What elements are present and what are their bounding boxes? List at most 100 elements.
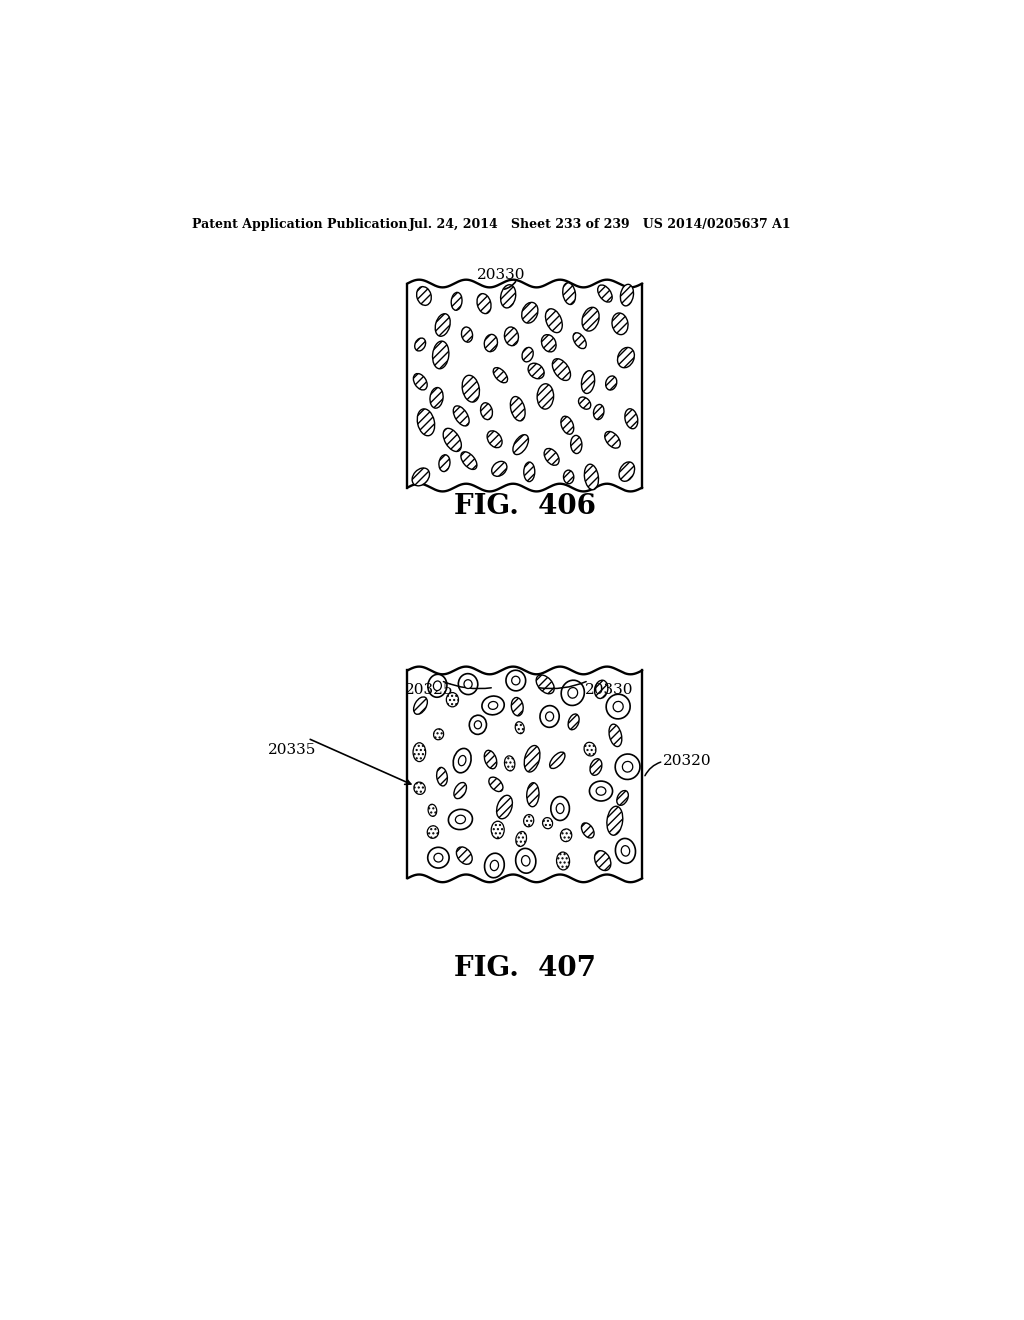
Ellipse shape [616,791,629,805]
Ellipse shape [433,681,441,690]
Ellipse shape [510,396,525,421]
Ellipse shape [484,853,504,878]
Text: FIG.  406: FIG. 406 [454,492,596,520]
Ellipse shape [443,428,462,451]
Ellipse shape [417,286,431,305]
Ellipse shape [414,374,427,389]
Ellipse shape [561,680,585,705]
Ellipse shape [464,680,472,689]
Ellipse shape [488,701,498,709]
Ellipse shape [459,755,466,766]
Ellipse shape [516,849,536,873]
Ellipse shape [551,796,569,821]
Ellipse shape [613,701,624,711]
Ellipse shape [521,302,538,323]
Ellipse shape [505,327,518,346]
Ellipse shape [568,714,580,730]
Ellipse shape [606,694,630,719]
Ellipse shape [563,470,573,483]
Ellipse shape [434,853,443,862]
Ellipse shape [484,750,497,768]
Ellipse shape [561,416,573,434]
Ellipse shape [452,293,462,310]
Ellipse shape [556,804,564,813]
Ellipse shape [615,838,636,863]
Ellipse shape [552,359,570,380]
Ellipse shape [492,821,504,838]
Ellipse shape [526,783,539,807]
Text: 20325: 20325 [406,682,454,697]
Text: FIG.  407: FIG. 407 [454,954,596,982]
Ellipse shape [497,795,512,818]
Ellipse shape [435,314,451,337]
Ellipse shape [461,451,477,470]
Text: 20330: 20330 [477,268,525,282]
Ellipse shape [573,333,586,348]
Ellipse shape [598,285,612,302]
Ellipse shape [505,756,515,771]
Ellipse shape [454,405,469,426]
Ellipse shape [546,711,554,721]
Text: Patent Application Publication: Patent Application Publication [193,218,408,231]
Ellipse shape [584,742,596,756]
Ellipse shape [477,293,492,314]
Ellipse shape [543,817,553,829]
Ellipse shape [474,721,481,729]
Ellipse shape [432,341,449,368]
Ellipse shape [542,335,556,352]
Ellipse shape [617,347,635,368]
Ellipse shape [582,371,595,393]
Ellipse shape [585,465,598,490]
Ellipse shape [457,847,472,865]
Ellipse shape [417,409,435,436]
Ellipse shape [582,822,594,838]
Ellipse shape [462,375,479,403]
Ellipse shape [515,722,524,734]
Text: Jul. 24, 2014   Sheet 233 of 239   US 2014/0205637 A1: Jul. 24, 2014 Sheet 233 of 239 US 2014/0… [410,218,792,231]
Ellipse shape [570,436,582,454]
Ellipse shape [484,334,498,351]
Ellipse shape [492,462,507,477]
Ellipse shape [544,449,559,465]
Ellipse shape [413,743,426,762]
Ellipse shape [528,363,544,379]
Ellipse shape [615,754,640,780]
Ellipse shape [482,696,504,715]
Ellipse shape [459,673,478,694]
Ellipse shape [623,762,633,772]
Ellipse shape [494,367,508,383]
Ellipse shape [428,847,450,869]
Ellipse shape [546,309,562,333]
Ellipse shape [414,781,425,795]
Ellipse shape [537,675,554,694]
Text: 20330: 20330 [585,682,634,697]
Ellipse shape [607,807,623,836]
Ellipse shape [449,809,472,829]
Ellipse shape [446,693,459,706]
Ellipse shape [556,851,569,870]
Ellipse shape [516,832,526,846]
Ellipse shape [469,715,486,734]
Ellipse shape [487,430,502,447]
Ellipse shape [522,347,534,362]
Ellipse shape [427,826,438,838]
Ellipse shape [433,729,443,739]
Ellipse shape [622,846,630,857]
Ellipse shape [590,781,612,801]
Ellipse shape [488,777,503,792]
Ellipse shape [524,746,540,772]
Ellipse shape [430,388,443,408]
Ellipse shape [625,409,638,429]
Ellipse shape [538,384,554,409]
Ellipse shape [620,462,635,482]
Ellipse shape [612,313,628,335]
Ellipse shape [490,861,499,871]
Ellipse shape [415,338,426,351]
Ellipse shape [568,688,578,698]
Ellipse shape [511,697,523,715]
Ellipse shape [456,816,466,824]
Ellipse shape [501,285,516,308]
Ellipse shape [560,829,571,842]
Ellipse shape [524,462,535,482]
Ellipse shape [412,469,429,486]
